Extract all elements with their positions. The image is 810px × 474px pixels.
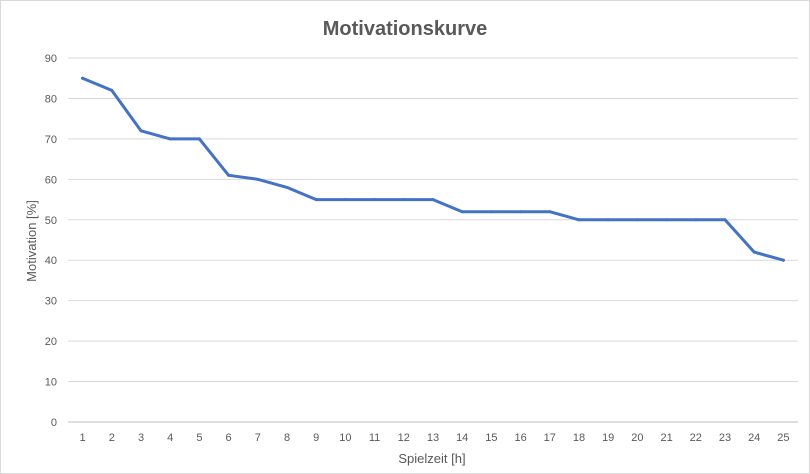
x-tick-label: 3 xyxy=(138,432,144,444)
y-tick-label: 0 xyxy=(51,417,57,429)
y-tick-label: 90 xyxy=(45,53,57,65)
x-tick-label: 23 xyxy=(719,432,731,444)
x-tick-label: 4 xyxy=(167,432,173,444)
data-point xyxy=(489,210,493,214)
y-tick-label: 20 xyxy=(45,336,57,348)
x-tick-label: 9 xyxy=(313,432,319,444)
y-tick-label: 60 xyxy=(45,174,57,186)
data-point xyxy=(781,258,785,262)
data-point xyxy=(519,210,523,214)
x-tick-label: 10 xyxy=(339,432,351,444)
x-tick-label: 24 xyxy=(748,432,760,444)
y-tick-label: 50 xyxy=(45,215,57,227)
x-tick-label: 19 xyxy=(602,432,614,444)
data-point xyxy=(227,173,231,177)
data-point xyxy=(168,137,172,141)
y-tick-label: 40 xyxy=(45,255,57,267)
y-tick-labels: 0 10 20 30 40 50 60 70 80 90 xyxy=(45,53,57,429)
data-point xyxy=(635,218,639,222)
data-point xyxy=(548,210,552,214)
data-point xyxy=(665,218,669,222)
y-tick-label: 10 xyxy=(45,377,57,389)
x-tick-label: 25 xyxy=(777,432,789,444)
chart-title: Motivationskurve xyxy=(323,18,487,40)
x-tick-label: 12 xyxy=(398,432,410,444)
data-point xyxy=(373,198,377,202)
x-tick-label: 7 xyxy=(255,432,261,444)
data-point xyxy=(606,218,610,222)
x-tick-label: 1 xyxy=(80,432,86,444)
x-tick-label: 20 xyxy=(631,432,643,444)
data-point xyxy=(343,198,347,202)
x-tick-label: 5 xyxy=(196,432,202,444)
x-tick-label: 15 xyxy=(485,432,497,444)
x-tick-labels: 1 2 3 4 5 6 7 8 9 10 11 12 13 14 15 16 17 18 19 20 21 22 23 24 2… xyxy=(80,432,790,444)
data-point xyxy=(723,218,727,222)
gridlines xyxy=(68,57,798,423)
data-point xyxy=(577,218,581,222)
x-tick-label: 6 xyxy=(226,432,232,444)
x-tick-label: 16 xyxy=(514,432,526,444)
series-layer xyxy=(81,76,785,262)
x-axis-title: Spielzeit [h] xyxy=(398,451,465,466)
x-tick-label: 8 xyxy=(284,432,290,444)
data-point xyxy=(256,177,260,181)
data-point xyxy=(752,250,756,254)
x-tick-label: 21 xyxy=(660,432,672,444)
x-tick-label: 14 xyxy=(456,432,468,444)
y-axis-title: Motivation [%] xyxy=(24,200,39,282)
data-point xyxy=(197,137,201,141)
y-tick-label: 30 xyxy=(45,296,57,308)
data-point xyxy=(139,129,143,133)
x-tick-label: 2 xyxy=(109,432,115,444)
data-point xyxy=(431,198,435,202)
x-tick-label: 18 xyxy=(573,432,585,444)
y-tick-label: 80 xyxy=(45,93,57,105)
series-line xyxy=(81,76,785,262)
data-point xyxy=(110,88,114,92)
y-tick-label: 70 xyxy=(45,134,57,146)
x-tick-label: 11 xyxy=(369,432,380,444)
x-tick-label: 13 xyxy=(427,432,439,444)
data-point xyxy=(314,198,318,202)
data-point xyxy=(402,198,406,202)
x-tick-label: 22 xyxy=(690,432,702,444)
x-tick-label: 17 xyxy=(544,432,556,444)
data-point xyxy=(460,210,464,214)
data-point xyxy=(694,218,698,222)
data-point xyxy=(285,185,289,189)
data-point xyxy=(81,76,85,80)
